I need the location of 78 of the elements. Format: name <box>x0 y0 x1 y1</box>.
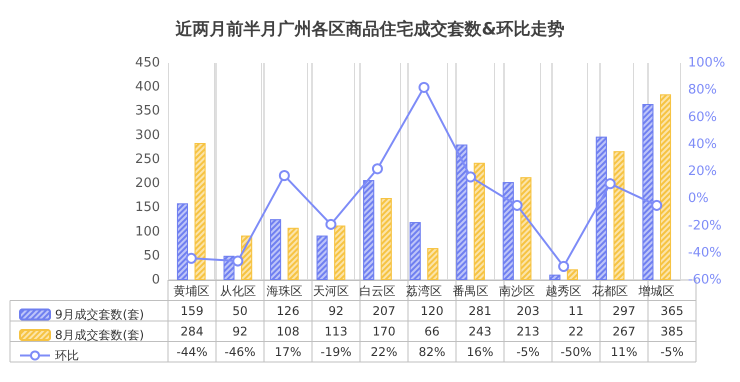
data-label: 159 <box>180 304 204 318</box>
y-tick-label: 150 <box>135 200 160 216</box>
data-label: 22 <box>568 324 584 338</box>
x-tick-label: 天河区 <box>312 284 349 298</box>
point <box>325 218 336 230</box>
chart-title: 近两月前半月广州各区商品住宅成交套数&环比走势 <box>174 20 564 40</box>
x-tick-label: 从化区 <box>220 284 256 298</box>
y2-tick-label: 40% <box>688 136 717 152</box>
data-label: 297 <box>612 304 636 318</box>
data-label: 16% <box>466 344 494 359</box>
data-label: 82% <box>418 344 446 359</box>
x-tick-label: 海珠区 <box>266 284 302 298</box>
x-tick-label: 黄埔区 <box>173 284 210 298</box>
x-tick-label: 番禺区 <box>452 284 489 298</box>
data-label: 281 <box>468 304 492 318</box>
data-label: -44% <box>176 344 208 359</box>
data-label: 243 <box>468 324 492 338</box>
x-tick-label: 南沙区 <box>499 284 536 298</box>
data-label: 213 <box>516 324 540 338</box>
point <box>604 178 616 190</box>
y-tick-label: 400 <box>135 80 160 95</box>
point <box>232 256 244 267</box>
data-label: 22% <box>370 344 398 359</box>
data-label: -19% <box>320 344 352 359</box>
data-label: 108 <box>276 324 300 338</box>
data-label: 126 <box>276 304 300 318</box>
y-tick-label: 0 <box>152 272 160 288</box>
point <box>278 170 290 182</box>
data-label: 50 <box>232 304 248 318</box>
x-tick-label: 花都区 <box>592 284 628 298</box>
y-tick-label: 200 <box>135 176 160 192</box>
y-tick-label: 50 <box>143 248 160 264</box>
data-label: 385 <box>660 324 684 338</box>
y-tick-label: 350 <box>135 104 160 119</box>
y-tick-label: 300 <box>135 128 160 143</box>
point <box>418 82 430 93</box>
point <box>512 200 523 211</box>
data-label: 284 <box>180 324 204 338</box>
point <box>465 171 476 182</box>
y-tick-label: 250 <box>135 152 160 167</box>
y2-tick-label: 80% <box>688 82 717 98</box>
legend-label: 8月成交套数(套) <box>55 328 144 342</box>
data-label: 17% <box>274 344 302 359</box>
data-label: 92 <box>232 324 248 338</box>
x-tick-label: 越秀区 <box>546 284 582 298</box>
x-tick-label: 荔湾区 <box>406 284 442 298</box>
data-label: 207 <box>372 304 396 318</box>
point <box>186 252 197 264</box>
data-label: -50% <box>560 344 592 359</box>
point <box>558 260 570 272</box>
data-label: 11 <box>568 304 584 318</box>
data-label: -5% <box>516 344 540 359</box>
data-label: 365 <box>660 304 684 318</box>
x-tick-label: 增城区 <box>638 284 675 298</box>
data-label: 267 <box>612 324 636 338</box>
y2-tick-label: -60% <box>688 272 722 288</box>
y2-tick-label: 20% <box>688 164 717 179</box>
data-label: 92 <box>328 304 344 318</box>
data-label: 66 <box>424 324 440 338</box>
y-tick-label: 100 <box>135 224 160 240</box>
data-label: -46% <box>224 344 256 359</box>
data-label: 170 <box>372 324 396 338</box>
y2-tick-label: -40% <box>688 245 722 260</box>
legend-label: 9月成交套数(套) <box>55 308 144 322</box>
y2-tick-label: 60% <box>688 110 717 125</box>
data-label: 11% <box>610 344 638 359</box>
y2-tick-label: 100% <box>688 56 726 70</box>
x-tick-label: 白云区 <box>359 284 396 298</box>
point <box>372 163 383 174</box>
y2-tick-label: 0% <box>688 191 709 206</box>
legend-label: 环比 <box>55 348 79 362</box>
y2-tick-label: -20% <box>688 218 722 234</box>
data-label: 113 <box>324 324 348 338</box>
y-tick-label: 450 <box>135 56 160 70</box>
point <box>651 200 662 211</box>
data-label: 203 <box>516 304 540 318</box>
data-label: -5% <box>660 344 684 359</box>
data-label: 120 <box>420 304 444 318</box>
